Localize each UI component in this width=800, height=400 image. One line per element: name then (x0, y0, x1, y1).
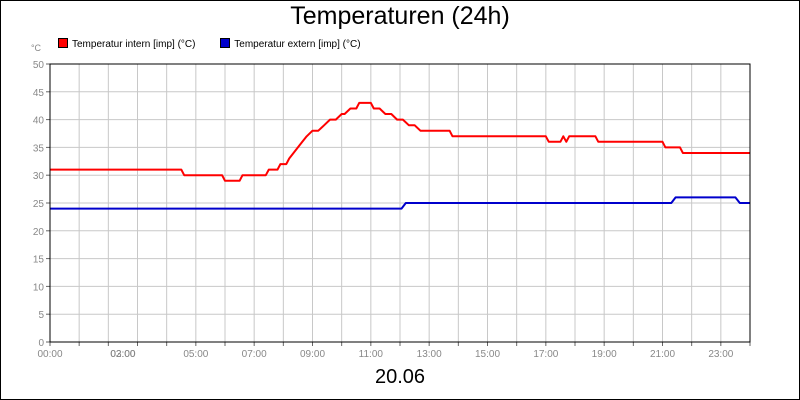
y-tick-label: 50 (33, 60, 45, 71)
chart-legend: Temperatur intern [imp] (°C) Temperatur … (58, 38, 383, 50)
y-tick-label: 20 (33, 227, 45, 238)
y-tick-label: 15 (33, 255, 45, 266)
y-tick-label: 10 (33, 282, 45, 293)
legend-item-extern: Temperatur extern [imp] (°C) (220, 38, 361, 50)
legend-label-extern: Temperatur extern [imp] (°C) (234, 39, 361, 50)
x-tick-label: 07:00 (242, 349, 267, 360)
y-tick-label: 0 (38, 338, 44, 349)
x-tick-label: 21:00 (650, 349, 675, 360)
x-tick-label: 03:00 (111, 349, 136, 360)
x-tick-label: 09:00 (300, 349, 325, 360)
plot-border (49, 63, 751, 343)
legend-swatch-extern (220, 38, 231, 48)
x-tick-label: 11:00 (359, 349, 384, 360)
series-line-extern (50, 196, 750, 210)
legend-swatch-intern (58, 38, 68, 48)
legend-item-intern: Temperatur intern [imp] (°C) (58, 38, 195, 50)
x-tick-label: 13:00 (417, 349, 442, 360)
x-tick-label: 00:00 (37, 349, 62, 360)
y-tick-label: 30 (33, 171, 45, 182)
x-tick-label: 23:00 (708, 349, 733, 360)
x-tick-label: 19:00 (592, 349, 617, 360)
y-tick-label: 25 (33, 199, 45, 210)
y-tick-label: 40 (33, 116, 45, 127)
legend-label-intern: Temperatur intern [imp] (°C) (72, 39, 196, 50)
x-tick-label: 17:00 (533, 349, 558, 360)
y-tick-label: 45 (33, 88, 45, 99)
y-tick-label: 35 (33, 143, 45, 154)
series-line-intern (50, 101, 750, 182)
x-tick-label: 15:00 (475, 349, 500, 360)
y-axis-unit: °C (31, 43, 42, 53)
chart-title: Temperaturen (24h) (290, 2, 510, 30)
x-tick-label: 05:00 (183, 349, 208, 360)
x-axis-caption: 20.06 (374, 366, 426, 388)
y-tick-label: 5 (38, 310, 44, 321)
x-tick-label: 02:00 (110, 349, 135, 360)
